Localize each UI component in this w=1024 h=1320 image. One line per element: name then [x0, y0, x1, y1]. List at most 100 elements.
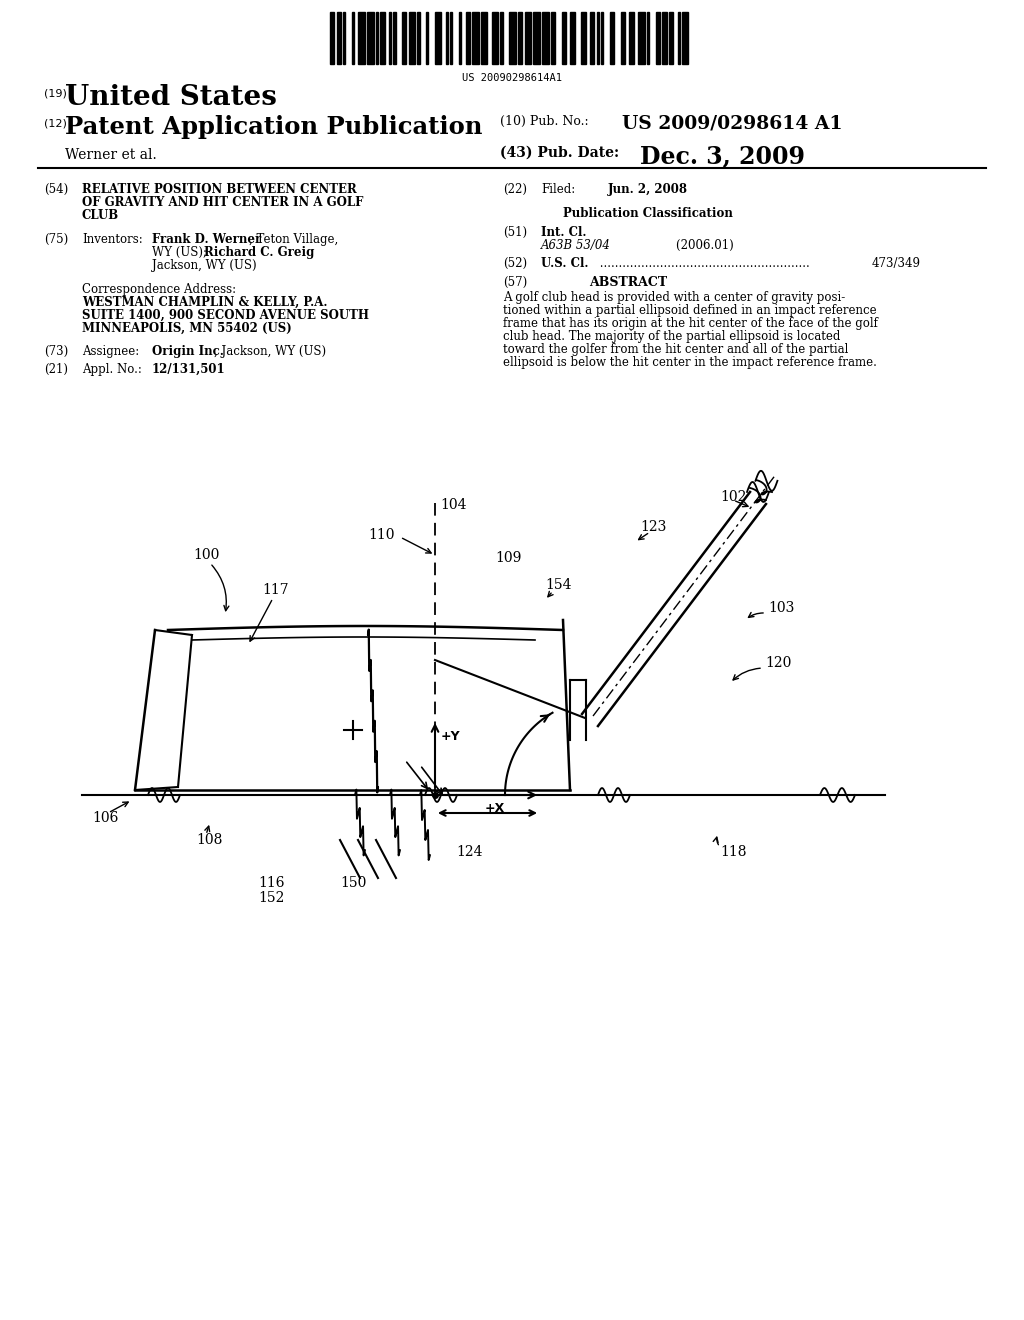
Bar	[609, 12, 614, 63]
Text: 116: 116	[258, 876, 285, 890]
Bar	[551, 12, 555, 63]
Text: Dec. 3, 2009: Dec. 3, 2009	[640, 144, 805, 168]
Bar	[418, 12, 420, 63]
Bar	[542, 12, 549, 63]
Text: 110: 110	[369, 528, 395, 543]
Bar	[630, 12, 634, 63]
Bar	[481, 12, 487, 63]
Text: Patent Application Publication: Patent Application Publication	[65, 115, 482, 139]
Text: 120: 120	[765, 656, 792, 671]
Text: Publication Classification: Publication Classification	[563, 207, 733, 220]
Bar	[409, 12, 416, 63]
Text: 124: 124	[457, 845, 483, 859]
Text: A golf club head is provided with a center of gravity posi-: A golf club head is provided with a cent…	[503, 290, 845, 304]
Bar	[663, 12, 667, 63]
Text: , Teton Village,: , Teton Village,	[249, 234, 338, 246]
Bar	[492, 12, 499, 63]
Bar	[638, 12, 645, 63]
Text: tioned within a partial ellipsoid defined in an impact reference: tioned within a partial ellipsoid define…	[503, 304, 877, 317]
Text: (2006.01): (2006.01)	[646, 239, 734, 252]
Text: 108: 108	[196, 833, 222, 847]
Bar	[601, 12, 603, 63]
Text: Appl. No.:: Appl. No.:	[82, 363, 142, 376]
Text: 109: 109	[495, 550, 521, 565]
Text: (54): (54)	[44, 183, 69, 195]
Bar	[330, 12, 335, 63]
Text: 154: 154	[545, 578, 571, 591]
Bar	[380, 12, 385, 63]
Text: US 20090298614A1: US 20090298614A1	[462, 73, 562, 83]
Text: Origin Inc.: Origin Inc.	[152, 345, 224, 358]
Text: OF GRAVITY AND HIT CENTER IN A GOLF: OF GRAVITY AND HIT CENTER IN A GOLF	[82, 195, 364, 209]
Text: RELATIVE POSITION BETWEEN CENTER: RELATIVE POSITION BETWEEN CENTER	[82, 183, 356, 195]
Text: toward the golfer from the hit center and all of the partial: toward the golfer from the hit center an…	[503, 343, 848, 356]
Bar	[669, 12, 673, 63]
Bar	[647, 12, 649, 63]
Text: (21): (21)	[44, 363, 68, 376]
Text: US 2009/0298614 A1: US 2009/0298614 A1	[622, 115, 843, 133]
Bar	[570, 12, 574, 63]
Bar	[393, 12, 395, 63]
Text: 473/349: 473/349	[872, 257, 921, 271]
Bar	[682, 12, 688, 63]
Text: A63B 53/04: A63B 53/04	[541, 239, 611, 252]
Bar	[337, 12, 341, 63]
Text: Frank D. Werner: Frank D. Werner	[152, 234, 261, 246]
Text: (10) Pub. No.:: (10) Pub. No.:	[500, 115, 589, 128]
Bar	[358, 12, 365, 63]
Text: frame that has its origin at the hit center of the face of the golf: frame that has its origin at the hit cen…	[503, 317, 878, 330]
Bar	[459, 12, 461, 63]
Text: Assignee:: Assignee:	[82, 345, 139, 358]
Bar	[445, 12, 449, 63]
Text: (52): (52)	[503, 257, 527, 271]
Text: Jun. 2, 2008: Jun. 2, 2008	[608, 183, 688, 195]
Text: Correspondence Address:: Correspondence Address:	[82, 282, 237, 296]
Text: (51): (51)	[503, 226, 527, 239]
Text: WESTMAN CHAMPLIN & KELLY, P.A.: WESTMAN CHAMPLIN & KELLY, P.A.	[82, 296, 328, 309]
Bar	[678, 12, 680, 63]
Text: ABSTRACT: ABSTRACT	[589, 276, 667, 289]
Bar	[582, 12, 586, 63]
Text: Int. Cl.: Int. Cl.	[541, 226, 587, 239]
Bar	[343, 12, 345, 63]
Bar	[466, 12, 470, 63]
Text: (75): (75)	[44, 234, 69, 246]
Bar	[426, 12, 428, 63]
Bar	[655, 12, 660, 63]
Text: 117: 117	[262, 583, 289, 597]
Text: 123: 123	[640, 520, 667, 535]
Text: ellipsoid is below the hit center in the impact reference frame.: ellipsoid is below the hit center in the…	[503, 356, 877, 370]
Bar	[389, 12, 391, 63]
Text: 152: 152	[259, 891, 285, 906]
Text: Werner et al.: Werner et al.	[65, 148, 157, 162]
Text: +X: +X	[485, 803, 505, 816]
Bar	[451, 12, 453, 63]
Text: U.S. Cl.: U.S. Cl.	[541, 257, 589, 271]
Bar	[590, 12, 595, 63]
Text: (57): (57)	[503, 276, 527, 289]
Bar	[524, 12, 531, 63]
Bar	[368, 12, 374, 63]
Text: ........................................................: ........................................…	[596, 257, 810, 271]
Text: Jackson, WY (US): Jackson, WY (US)	[152, 259, 257, 272]
Text: , Jackson, WY (US): , Jackson, WY (US)	[214, 345, 326, 358]
Text: (22): (22)	[503, 183, 527, 195]
Bar	[518, 12, 522, 63]
Bar	[597, 12, 599, 63]
Text: (43) Pub. Date:: (43) Pub. Date:	[500, 147, 620, 160]
Bar	[352, 12, 354, 63]
Bar	[501, 12, 503, 63]
Bar	[472, 12, 478, 63]
Bar	[376, 12, 378, 63]
Bar	[509, 12, 516, 63]
Text: 100: 100	[193, 548, 219, 562]
Text: (19): (19)	[44, 88, 67, 98]
Text: CLUB: CLUB	[82, 209, 119, 222]
Bar	[402, 12, 407, 63]
Bar	[435, 12, 441, 63]
Text: SUITE 1400, 900 SECOND AVENUE SOUTH: SUITE 1400, 900 SECOND AVENUE SOUTH	[82, 309, 369, 322]
Text: 118: 118	[720, 845, 746, 859]
Text: 104: 104	[440, 498, 467, 512]
Text: Inventors:: Inventors:	[82, 234, 142, 246]
Text: (12): (12)	[44, 117, 67, 128]
